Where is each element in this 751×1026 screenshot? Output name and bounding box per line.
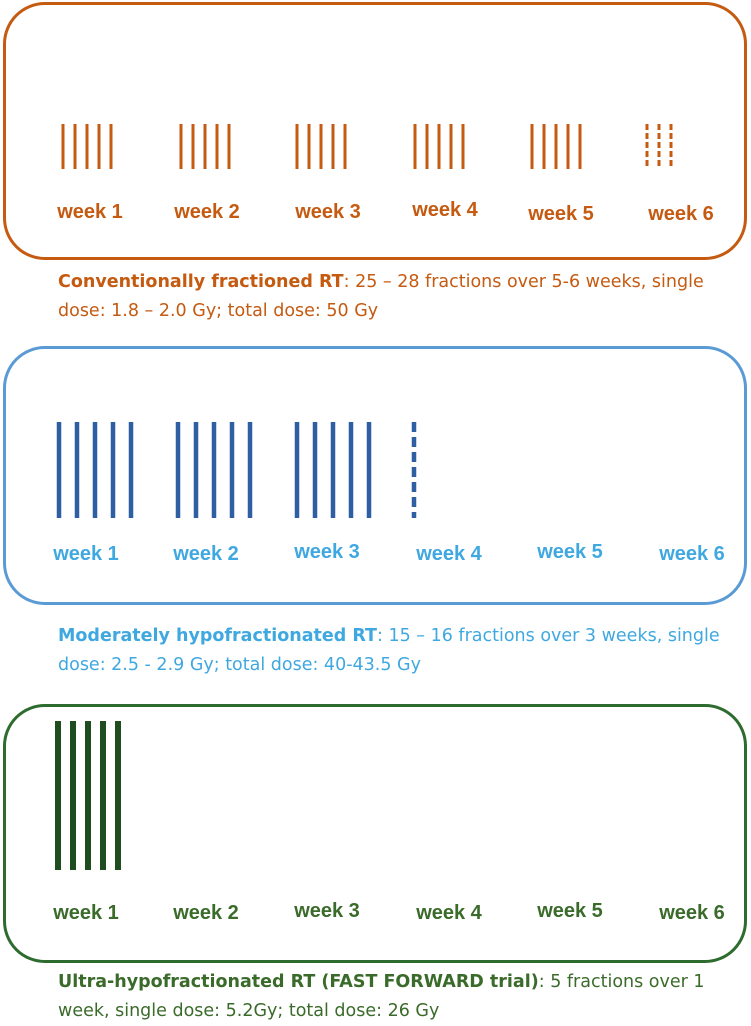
ultra-week-5-label: week 5	[537, 900, 603, 922]
conventional-fraction-bars	[61, 124, 673, 169]
ultra-caption-details: : 5 fractions over 1 week, single dose: …	[58, 972, 705, 1021]
ultra-week-2-label: week 2	[173, 902, 239, 924]
mod-week-2-label: week 2	[173, 543, 239, 565]
ultra-caption-title: Ultra-hypofractionated RT (FAST FORWARD …	[58, 972, 539, 992]
ultra-week-3-label: week 3	[294, 900, 360, 922]
conventional-caption-details: : 25 – 28 fractions over 5-6 weeks, sing…	[58, 272, 704, 321]
conventional-caption-title: Conventionally fractioned RT	[58, 272, 344, 292]
moderate-schedule-panel: week 1 week 2 week 3 week 4 week 5 week …	[3, 346, 747, 605]
ultra-fraction-bars	[55, 721, 121, 870]
moderate-caption-details: : 15 – 16 fractions over 3 weeks, single…	[58, 626, 720, 675]
ultra-schedule-panel: week 1 week 2 week 3 week 4 week 5 week …	[3, 704, 747, 963]
mod-week-4-label: week 4	[416, 543, 482, 565]
conv-week-5-label: week 5	[528, 203, 594, 225]
conv-week-3-label: week 3	[295, 201, 361, 223]
ultra-caption: Ultra-hypofractionated RT (FAST FORWARD …	[58, 968, 728, 1026]
conventional-caption: Conventionally fractioned RT: 25 – 28 fr…	[58, 268, 728, 326]
conv-week-2-label: week 2	[174, 201, 240, 223]
mod-week-3-label: week 3	[294, 541, 360, 563]
ultra-week-1-label: week 1	[53, 902, 119, 924]
mod-week-1-label: week 1	[53, 543, 119, 565]
ultra-week-4-label: week 4	[416, 902, 482, 924]
conv-week-6-label: week 6	[648, 203, 714, 225]
mod-week-5-label: week 5	[537, 541, 603, 563]
moderate-caption-title: Moderately hypofractionated RT	[58, 626, 377, 646]
moderate-fraction-bars	[56, 422, 417, 518]
conventional-schedule-panel: week 1 week 2 week 3 week 4 week 5 week …	[3, 2, 747, 260]
conv-week-1-label: week 1	[57, 201, 123, 223]
conv-week-4-label: week 4	[412, 199, 478, 221]
ultra-week-6-label: week 6	[659, 902, 725, 924]
mod-week-6-label: week 6	[659, 543, 725, 565]
moderate-caption: Moderately hypofractionated RT: 15 – 16 …	[58, 622, 728, 680]
